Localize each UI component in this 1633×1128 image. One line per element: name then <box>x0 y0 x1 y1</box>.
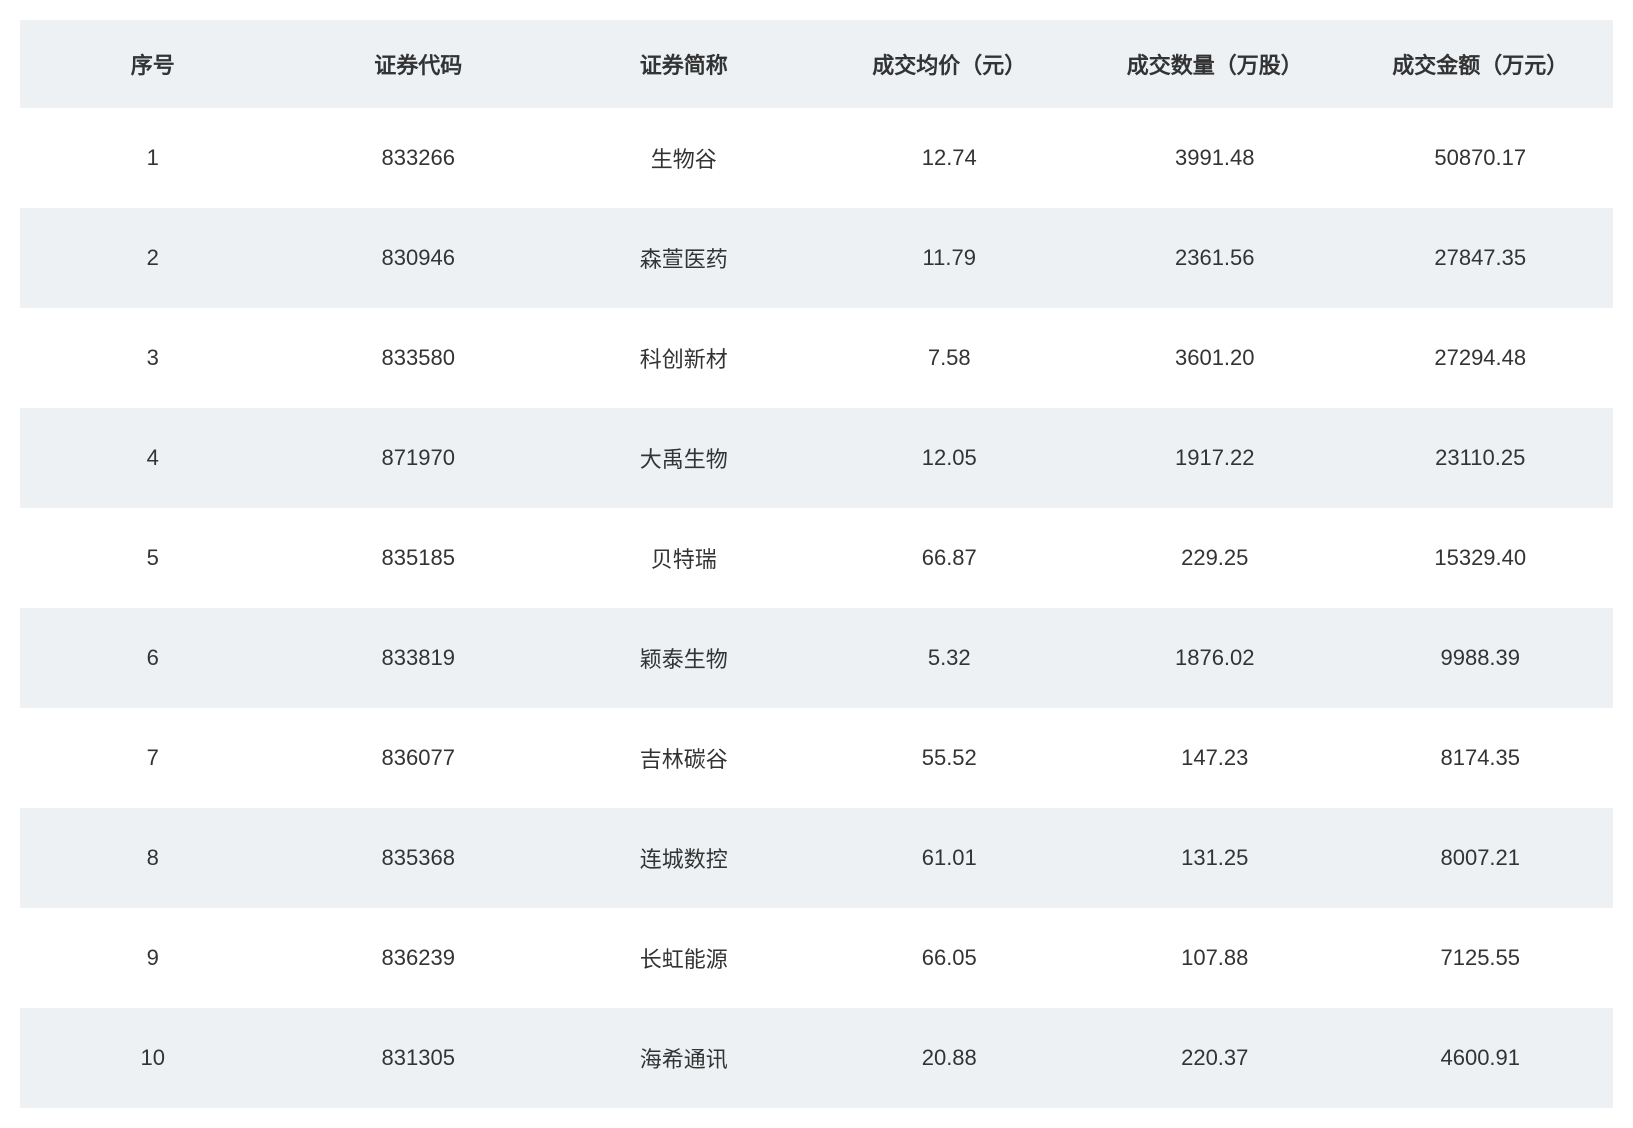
cell-code: 833580 <box>286 308 552 408</box>
column-header-code: 证券代码 <box>286 20 552 108</box>
column-header-index: 序号 <box>20 20 286 108</box>
cell-name: 海希通讯 <box>551 1008 817 1108</box>
cell-index: 1 <box>20 108 286 208</box>
cell-avg-price: 11.79 <box>817 208 1083 308</box>
cell-name: 贝特瑞 <box>551 508 817 608</box>
cell-avg-price: 20.88 <box>817 1008 1083 1108</box>
cell-name: 长虹能源 <box>551 908 817 1008</box>
cell-amount: 4600.91 <box>1348 1008 1614 1108</box>
cell-volume: 107.88 <box>1082 908 1348 1008</box>
cell-amount: 8007.21 <box>1348 808 1614 908</box>
cell-code: 835368 <box>286 808 552 908</box>
table-row: 4 871970 大禹生物 12.05 1917.22 23110.25 <box>20 408 1613 508</box>
cell-index: 3 <box>20 308 286 408</box>
table-row: 6 833819 颖泰生物 5.32 1876.02 9988.39 <box>20 608 1613 708</box>
cell-volume: 229.25 <box>1082 508 1348 608</box>
table-row: 8 835368 连城数控 61.01 131.25 8007.21 <box>20 808 1613 908</box>
cell-volume: 131.25 <box>1082 808 1348 908</box>
table-row: 7 836077 吉林碳谷 55.52 147.23 8174.35 <box>20 708 1613 808</box>
table-row: 9 836239 长虹能源 66.05 107.88 7125.55 <box>20 908 1613 1008</box>
table-body: 1 833266 生物谷 12.74 3991.48 50870.17 2 83… <box>20 108 1613 1108</box>
table-row: 5 835185 贝特瑞 66.87 229.25 15329.40 <box>20 508 1613 608</box>
cell-volume: 3601.20 <box>1082 308 1348 408</box>
cell-name: 大禹生物 <box>551 408 817 508</box>
table-row: 3 833580 科创新材 7.58 3601.20 27294.48 <box>20 308 1613 408</box>
cell-code: 871970 <box>286 408 552 508</box>
cell-index: 2 <box>20 208 286 308</box>
column-header-avg-price: 成交均价（元） <box>817 20 1083 108</box>
cell-code: 836239 <box>286 908 552 1008</box>
cell-avg-price: 7.58 <box>817 308 1083 408</box>
cell-code: 835185 <box>286 508 552 608</box>
cell-name: 连城数控 <box>551 808 817 908</box>
cell-amount: 8174.35 <box>1348 708 1614 808</box>
cell-avg-price: 55.52 <box>817 708 1083 808</box>
securities-table: 序号 证券代码 证券简称 成交均价（元） 成交数量（万股） 成交金额（万元） 1… <box>20 20 1613 1108</box>
cell-amount: 15329.40 <box>1348 508 1614 608</box>
cell-index: 6 <box>20 608 286 708</box>
cell-name: 吉林碳谷 <box>551 708 817 808</box>
table-header-row: 序号 证券代码 证券简称 成交均价（元） 成交数量（万股） 成交金额（万元） <box>20 20 1613 108</box>
cell-volume: 1917.22 <box>1082 408 1348 508</box>
cell-avg-price: 61.01 <box>817 808 1083 908</box>
cell-amount: 50870.17 <box>1348 108 1614 208</box>
cell-amount: 9988.39 <box>1348 608 1614 708</box>
cell-avg-price: 66.87 <box>817 508 1083 608</box>
cell-index: 8 <box>20 808 286 908</box>
cell-code: 836077 <box>286 708 552 808</box>
table-row: 1 833266 生物谷 12.74 3991.48 50870.17 <box>20 108 1613 208</box>
table-row: 10 831305 海希通讯 20.88 220.37 4600.91 <box>20 1008 1613 1108</box>
cell-name: 科创新材 <box>551 308 817 408</box>
column-header-amount: 成交金额（万元） <box>1348 20 1614 108</box>
cell-index: 10 <box>20 1008 286 1108</box>
cell-amount: 7125.55 <box>1348 908 1614 1008</box>
cell-name: 颖泰生物 <box>551 608 817 708</box>
cell-volume: 3991.48 <box>1082 108 1348 208</box>
cell-volume: 220.37 <box>1082 1008 1348 1108</box>
cell-amount: 27294.48 <box>1348 308 1614 408</box>
cell-volume: 147.23 <box>1082 708 1348 808</box>
cell-index: 5 <box>20 508 286 608</box>
cell-avg-price: 12.74 <box>817 108 1083 208</box>
cell-avg-price: 12.05 <box>817 408 1083 508</box>
cell-code: 831305 <box>286 1008 552 1108</box>
securities-table-container: 序号 证券代码 证券简称 成交均价（元） 成交数量（万股） 成交金额（万元） 1… <box>20 20 1613 1108</box>
table-row: 2 830946 森萱医药 11.79 2361.56 27847.35 <box>20 208 1613 308</box>
cell-name: 生物谷 <box>551 108 817 208</box>
cell-index: 7 <box>20 708 286 808</box>
cell-amount: 23110.25 <box>1348 408 1614 508</box>
cell-volume: 1876.02 <box>1082 608 1348 708</box>
column-header-name: 证券简称 <box>551 20 817 108</box>
cell-code: 833819 <box>286 608 552 708</box>
cell-amount: 27847.35 <box>1348 208 1614 308</box>
cell-avg-price: 66.05 <box>817 908 1083 1008</box>
cell-name: 森萱医药 <box>551 208 817 308</box>
cell-index: 4 <box>20 408 286 508</box>
cell-avg-price: 5.32 <box>817 608 1083 708</box>
column-header-volume: 成交数量（万股） <box>1082 20 1348 108</box>
table-header: 序号 证券代码 证券简称 成交均价（元） 成交数量（万股） 成交金额（万元） <box>20 20 1613 108</box>
cell-code: 833266 <box>286 108 552 208</box>
cell-code: 830946 <box>286 208 552 308</box>
cell-index: 9 <box>20 908 286 1008</box>
cell-volume: 2361.56 <box>1082 208 1348 308</box>
